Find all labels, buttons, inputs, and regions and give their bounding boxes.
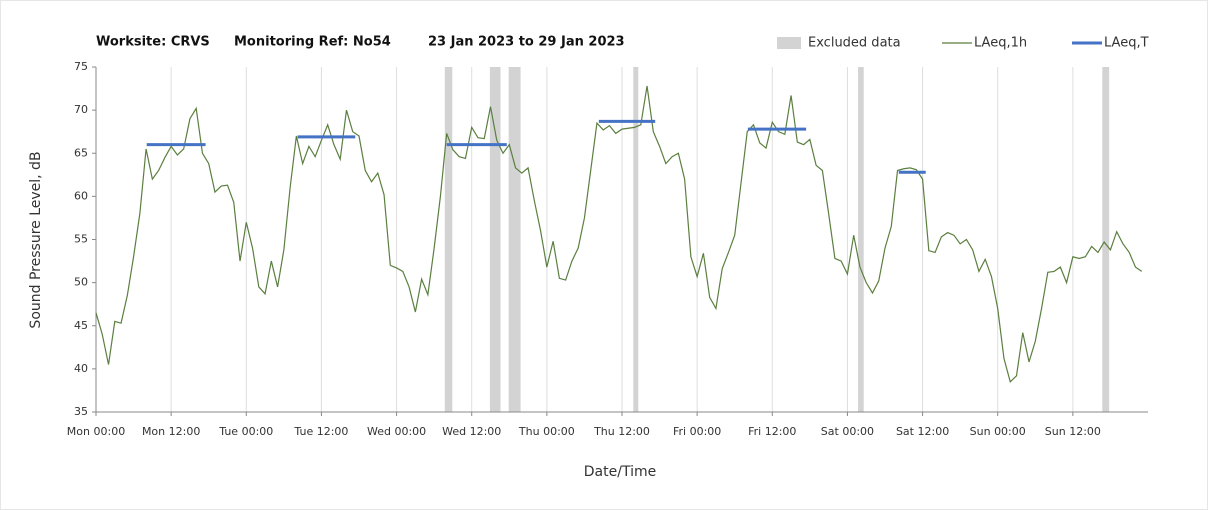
y-tick-label: 50 xyxy=(74,276,88,289)
x-tick-label: Mon 12:00 xyxy=(142,425,200,438)
y-tick-label: 70 xyxy=(74,103,88,116)
title-site: Worksite: CRVS xyxy=(96,35,210,50)
legend-label: LAeq,T xyxy=(1104,36,1149,51)
legend-label: LAeq,1h xyxy=(974,36,1027,51)
x-tick-label: Tue 12:00 xyxy=(293,425,348,438)
legend-label: Excluded data xyxy=(808,36,901,51)
y-tick-label: 35 xyxy=(74,405,88,418)
x-tick-label: Sun 00:00 xyxy=(970,425,1026,438)
y-tick-label: 60 xyxy=(74,189,88,202)
excluded-band xyxy=(1102,67,1110,412)
y-tick-label: 55 xyxy=(74,233,88,246)
y-tick-label: 75 xyxy=(74,60,88,73)
y-tick-label: 40 xyxy=(74,362,88,375)
x-tick-label: Sun 12:00 xyxy=(1045,425,1101,438)
excluded-band xyxy=(508,67,521,412)
data-line xyxy=(95,85,1143,383)
excluded-band xyxy=(444,67,453,412)
x-tick-label: Thu 12:00 xyxy=(593,425,650,438)
x-tick-label: Fri 00:00 xyxy=(673,425,721,438)
x-tick-label: Sat 00:00 xyxy=(821,425,874,438)
y-tick-label: 65 xyxy=(74,146,88,159)
x-tick-label: Tue 00:00 xyxy=(218,425,273,438)
x-tick-label: Mon 00:00 xyxy=(67,425,125,438)
excluded-band xyxy=(633,67,639,412)
x-tick-label: Sat 12:00 xyxy=(896,425,949,438)
legend-swatch xyxy=(777,37,801,49)
x-axis-label: Date/Time xyxy=(584,464,656,480)
x-tick-label: Thu 00:00 xyxy=(518,425,575,438)
y-axis-label: Sound Pressure Level, dB xyxy=(28,151,44,328)
title-dates: 23 Jan 2023 to 29 Jan 2023 xyxy=(428,35,625,50)
y-tick-label: 45 xyxy=(74,319,88,332)
title-ref: Monitoring Ref: No54 xyxy=(234,35,391,50)
x-tick-label: Fri 12:00 xyxy=(748,425,796,438)
x-tick-label: Wed 00:00 xyxy=(367,425,426,438)
excluded-band xyxy=(489,67,501,412)
x-tick-label: Wed 12:00 xyxy=(442,425,501,438)
excluded-band xyxy=(858,67,864,412)
